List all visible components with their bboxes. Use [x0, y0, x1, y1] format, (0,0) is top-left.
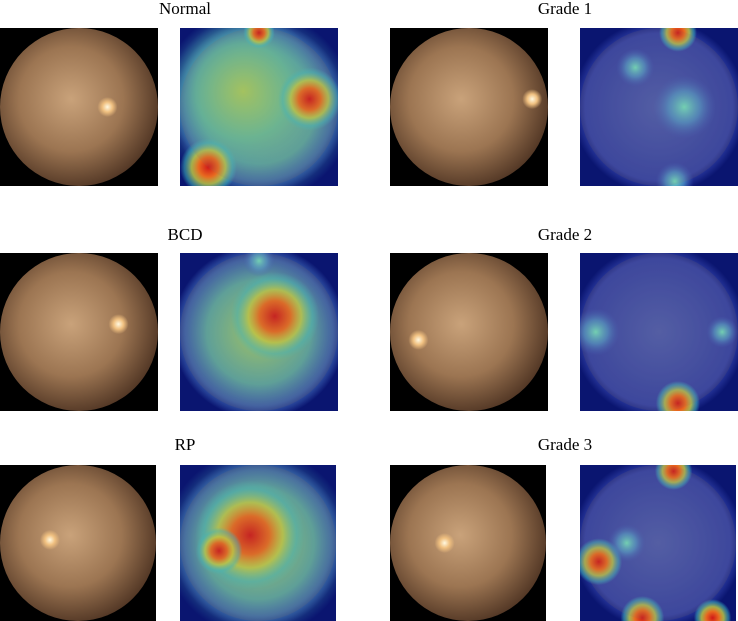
panel-label: Grade 1 [538, 0, 592, 18]
optic-disc [522, 89, 543, 110]
heat-blob [652, 75, 716, 139]
heat-blob [655, 380, 701, 411]
optic-disc [408, 329, 429, 350]
heat-blob [180, 138, 237, 186]
heatmap [180, 465, 336, 621]
heatmap-blobs [180, 253, 338, 411]
heatmap-fundus-overlay [580, 465, 736, 621]
panel-label: Normal [159, 0, 211, 18]
heat-blob [243, 28, 275, 49]
panel-label: BCD [168, 225, 203, 244]
heat-blob [706, 316, 738, 348]
panel-label: Grade 3 [538, 435, 592, 454]
fundus-image [0, 28, 158, 186]
panel-label: RP [175, 435, 196, 454]
heatmap-fundus-overlay [180, 465, 336, 621]
fundus-image [390, 28, 548, 186]
heat-blob [616, 48, 655, 87]
heatmap-fundus-overlay [580, 28, 738, 186]
heat-blob [277, 67, 338, 131]
heat-blob [655, 162, 694, 186]
heatmap-blobs [180, 465, 336, 621]
optic-disc [434, 533, 455, 553]
heatmap-blobs [616, 28, 716, 186]
heat-blob [180, 28, 323, 171]
heatmap [180, 28, 338, 186]
heat-blob [620, 596, 665, 621]
heatmap-fundus-overlay [580, 253, 738, 411]
panel-label: Grade 2 [538, 225, 592, 244]
heat-blob [608, 524, 646, 562]
heatmap [580, 28, 738, 186]
fundus-image [0, 253, 158, 411]
heatmap-blobs [580, 465, 732, 621]
heatmap-blobs [180, 28, 338, 186]
heat-blob [580, 308, 620, 356]
optic-disc [97, 97, 118, 117]
heatmap-blobs [580, 308, 738, 411]
heat-blob [693, 599, 732, 621]
heat-blob [654, 465, 693, 490]
heatmap-fundus-overlay [180, 253, 338, 411]
heat-blob [659, 28, 697, 52]
heatmap [180, 253, 338, 411]
fundus-image [390, 253, 548, 411]
optic-disc [39, 529, 60, 550]
optic-disc [108, 314, 129, 335]
heatmap [580, 253, 738, 411]
heat-blob [230, 271, 320, 361]
heatmap [580, 465, 736, 621]
heatmap-fundus-overlay [180, 28, 338, 186]
fundus-image [390, 465, 546, 621]
heat-blob [195, 527, 243, 575]
heat-blob [243, 253, 275, 277]
fundus-image [0, 465, 156, 621]
